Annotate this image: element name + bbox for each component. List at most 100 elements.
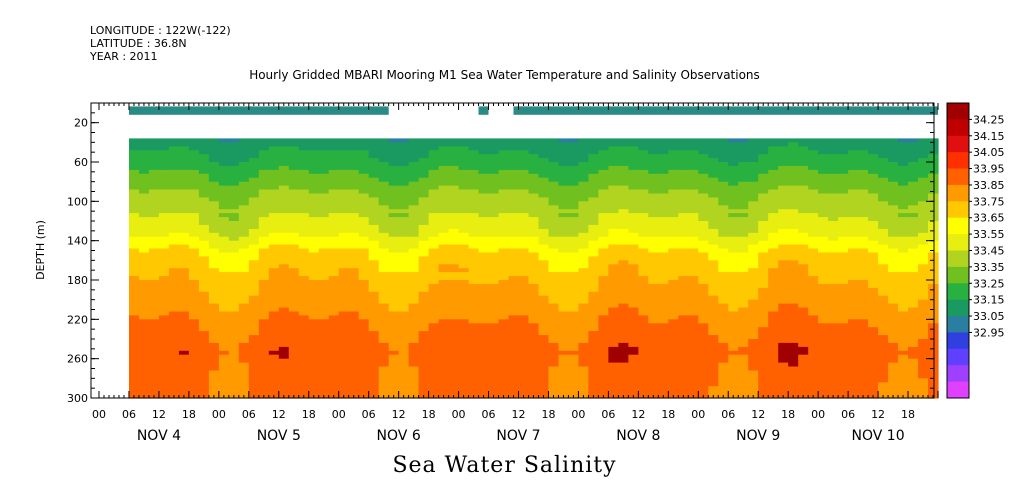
- salinity-cell: [268, 217, 280, 222]
- salinity-cell: [718, 150, 729, 155]
- salinity-cell: [518, 154, 530, 159]
- salinity-cell: [478, 283, 490, 289]
- salinity-cell: [798, 224, 809, 230]
- salinity-cell: [608, 201, 619, 206]
- salinity-cell: [668, 382, 679, 387]
- salinity-cell: [838, 201, 849, 206]
- salinity-cell: [398, 154, 410, 159]
- salinity-cell: [268, 291, 280, 297]
- salinity-cell: [708, 268, 719, 273]
- salinity-cell: [748, 181, 759, 187]
- salinity-cell: [558, 327, 570, 332]
- salinity-cell: [748, 217, 759, 222]
- salinity-cell: [508, 311, 520, 316]
- salinity-cell: [778, 162, 789, 167]
- salinity-cell: [588, 201, 599, 206]
- salinity-cell: [718, 252, 729, 257]
- salinity-cell: [268, 169, 280, 175]
- salinity-cell: [188, 221, 200, 226]
- salinity-cell: [588, 213, 599, 218]
- salinity-cell: [218, 209, 230, 214]
- salinity-cell: [478, 138, 490, 143]
- salinity-cell: [848, 268, 859, 273]
- salinity-cell: [158, 158, 170, 163]
- salinity-cell: [398, 390, 410, 395]
- salinity-cell: [129, 264, 140, 269]
- salinity-cell: [798, 177, 809, 183]
- salinity-cell: [428, 189, 440, 194]
- salinity-cell: [438, 201, 450, 206]
- salinity-cell: [718, 240, 729, 246]
- salinity-cell: [358, 350, 370, 356]
- salinity-cell: [758, 276, 769, 281]
- salinity-cell: [548, 335, 560, 340]
- salinity-cell: [458, 350, 470, 356]
- salinity-cell: [328, 193, 340, 198]
- salinity-cell: [348, 146, 360, 151]
- salinity-cell: [828, 158, 839, 163]
- salinity-cell: [378, 189, 390, 194]
- salinity-cell: [358, 287, 370, 293]
- salinity-cell: [198, 366, 210, 371]
- salinity-cell: [148, 366, 160, 371]
- salinity-cell: [408, 346, 420, 352]
- salinity-cell: [338, 331, 350, 336]
- salinity-cell: [258, 362, 270, 368]
- salinity-cell: [758, 386, 769, 391]
- salinity-cell: [518, 276, 530, 281]
- salinity-cell: [538, 256, 550, 261]
- salinity-cell: [818, 213, 829, 218]
- salinity-cell: [628, 358, 639, 364]
- salinity-cell: [208, 327, 220, 332]
- salinity-cell: [708, 272, 719, 277]
- salinity-cell: [568, 299, 579, 305]
- salinity-cell: [558, 291, 570, 297]
- salinity-cell: [258, 181, 270, 187]
- salinity-cell: [158, 366, 170, 371]
- salinity-cell: [568, 221, 579, 226]
- salinity-cell: [388, 386, 400, 391]
- salinity-cell: [728, 138, 739, 143]
- salinity-cell: [798, 240, 809, 246]
- salinity-cell: [698, 240, 709, 246]
- salinity-cell: [468, 193, 480, 198]
- salinity-cell: [598, 240, 609, 246]
- salinity-cell: [528, 390, 540, 395]
- salinity-cell: [828, 162, 839, 167]
- salinity-cell: [168, 264, 180, 269]
- salinity-cell: [868, 323, 879, 328]
- salinity-cell: [158, 256, 170, 261]
- salinity-cell: [328, 319, 340, 324]
- salinity-cell: [238, 158, 250, 163]
- salinity-cell: [838, 193, 849, 198]
- salinity-cell: [698, 197, 709, 202]
- salinity-cell: [198, 335, 210, 340]
- salinity-cell: [808, 370, 819, 375]
- salinity-cell: [668, 264, 679, 269]
- salinity-cell: [758, 378, 769, 383]
- salinity-cell: [618, 224, 629, 230]
- salinity-cell: [628, 295, 639, 301]
- salinity-cell: [278, 185, 290, 191]
- salinity-cell: [208, 382, 220, 387]
- salinity-cell: [338, 362, 350, 368]
- salinity-cell: [708, 335, 719, 340]
- salinity-cell: [448, 268, 460, 273]
- salinity-cell: [768, 378, 779, 383]
- salinity-cell: [398, 323, 410, 328]
- salinity-cell: [298, 311, 310, 316]
- salinity-cell: [598, 138, 609, 143]
- salinity-cell: [318, 346, 330, 352]
- salinity-cell: [618, 291, 629, 297]
- salinity-cell: [208, 390, 220, 395]
- salinity-cell: [778, 370, 789, 375]
- salinity-cell: [178, 197, 190, 202]
- salinity-cell: [848, 291, 859, 297]
- salinity-cell: [448, 142, 460, 147]
- salinity-cell: [678, 303, 689, 309]
- salinity-cell: [158, 169, 170, 175]
- salinity-cell: [698, 342, 709, 348]
- salinity-cell: [608, 260, 619, 265]
- salinity-cell: [568, 354, 579, 360]
- salinity-cell: [228, 142, 240, 147]
